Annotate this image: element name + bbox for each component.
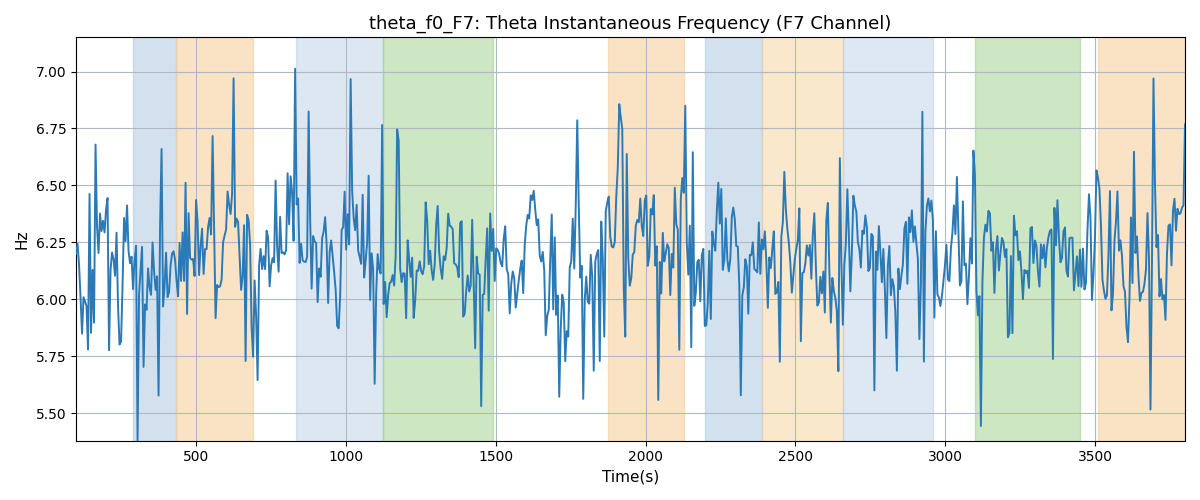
Bar [296, 38, 383, 440]
Bar [844, 38, 934, 440]
Bar [1098, 38, 1186, 440]
Bar [608, 38, 684, 440]
Bar [762, 38, 844, 440]
Y-axis label: Hz: Hz [14, 230, 30, 249]
Bar [383, 38, 493, 440]
Bar [976, 38, 1080, 440]
X-axis label: Time(s): Time(s) [602, 470, 659, 485]
Bar [176, 38, 253, 440]
Bar [706, 38, 762, 440]
Title: theta_f0_F7: Theta Instantaneous Frequency (F7 Channel): theta_f0_F7: Theta Instantaneous Frequen… [370, 15, 892, 34]
Bar [133, 38, 176, 440]
